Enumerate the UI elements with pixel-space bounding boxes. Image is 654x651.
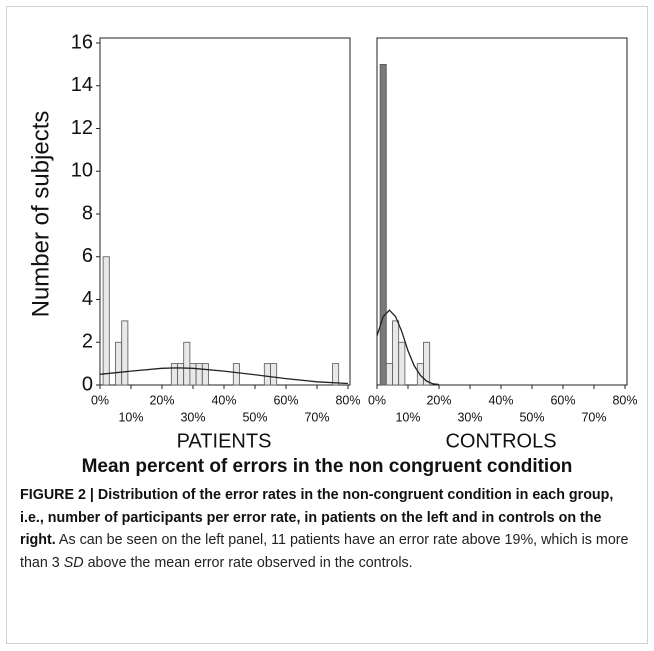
x-tick-label: 10% <box>395 410 420 424</box>
caption-text: As can be seen on the left panel, 11 pat… <box>20 532 629 571</box>
bar <box>423 341 431 386</box>
y-tick-label: 4 <box>82 288 93 310</box>
caption-bold: FIGURE 2 | Distribution of the error rat… <box>20 487 614 549</box>
x-tick-label: 50% <box>242 410 267 424</box>
bar <box>170 363 178 386</box>
x-tick-label: 30% <box>180 410 205 424</box>
bar <box>398 341 406 386</box>
plot-frame <box>99 37 351 386</box>
bar <box>385 363 393 386</box>
x-tick-label: 20% <box>149 393 174 407</box>
bar <box>392 320 400 386</box>
y-tick-label: 14 <box>71 74 93 96</box>
caption-text: above the mean error rate observed in th… <box>83 554 413 571</box>
bar <box>121 320 129 386</box>
x-axis-label: CONTROLS <box>445 430 556 452</box>
fit-curve <box>376 309 440 386</box>
x-tick-label: 70% <box>304 410 329 424</box>
bar <box>201 363 209 386</box>
bar <box>263 363 271 386</box>
y-axis-label: Number of subjects <box>27 111 54 318</box>
x-tick-label: 60% <box>550 393 575 407</box>
bar <box>270 363 278 386</box>
y-tick-label: 6 <box>82 245 93 267</box>
x-tick-label: 0% <box>91 393 109 407</box>
x-tick-label: 30% <box>457 410 482 424</box>
x-tick-label: 50% <box>519 410 544 424</box>
x-tick-label: 80% <box>335 393 360 407</box>
bar <box>177 363 185 386</box>
bar <box>183 341 191 386</box>
figure-frame <box>6 6 648 644</box>
bar <box>232 363 240 386</box>
x-tick-label: 60% <box>273 393 298 407</box>
x-tick-label: 80% <box>612 393 637 407</box>
x-axis-label: PATIENTS <box>177 430 272 452</box>
plot-frame <box>376 37 628 386</box>
bar <box>332 363 340 386</box>
x-tick-label: 0% <box>368 393 386 407</box>
bar <box>115 341 123 386</box>
caption: FIGURE 2 | Distribution of the error rat… <box>20 484 638 574</box>
y-tick-label: 10 <box>71 160 93 182</box>
chart: Number of subjects Mean percent of error… <box>27 31 637 477</box>
axis-title: Mean percent of errors in the non congru… <box>82 456 573 477</box>
x-tick-label: 40% <box>488 393 513 407</box>
y-tick-label: 12 <box>71 117 93 139</box>
x-tick-label: 70% <box>581 410 606 424</box>
bar <box>379 63 387 386</box>
bar <box>195 363 203 386</box>
bar <box>102 256 110 386</box>
y-tick-label: 8 <box>82 202 93 224</box>
y-tick-label: 0 <box>82 373 93 395</box>
y-tick-label: 16 <box>71 31 93 53</box>
bar <box>189 363 197 386</box>
x-tick-label: 40% <box>211 393 236 407</box>
x-tick-label: 10% <box>118 410 143 424</box>
fit-curve <box>99 367 349 385</box>
y-tick-label: 2 <box>82 331 93 353</box>
caption-italic: SD <box>63 554 84 571</box>
x-tick-label: 20% <box>426 393 451 407</box>
